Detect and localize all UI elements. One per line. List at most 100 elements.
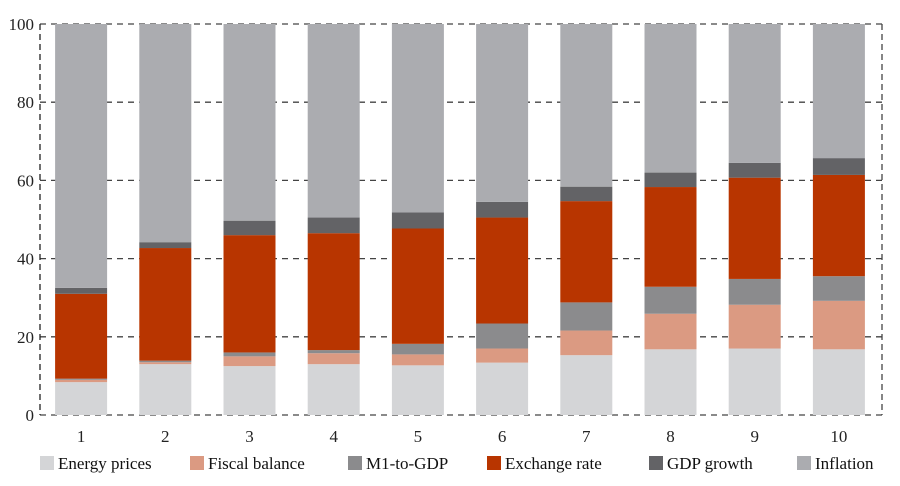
bar-9-energy-prices xyxy=(728,348,781,415)
bar-3-gdp-growth xyxy=(223,220,276,236)
bar-7-energy-prices xyxy=(560,355,613,415)
bar-5-exchange-rate xyxy=(391,228,444,344)
bar-10-exchange-rate xyxy=(812,174,865,277)
bars xyxy=(55,24,865,415)
legend-swatch xyxy=(487,456,501,470)
x-tick-label: 6 xyxy=(498,427,507,446)
x-tick-label: 4 xyxy=(329,427,338,446)
bar-2-gdp-growth xyxy=(139,242,192,249)
legend-swatch xyxy=(40,456,54,470)
bar-2-fiscal-balance xyxy=(139,362,192,365)
bar-6-gdp-growth xyxy=(476,201,529,218)
bar-6-inflation xyxy=(476,24,529,202)
bar-1-inflation xyxy=(55,24,108,288)
x-tick-label: 7 xyxy=(582,427,591,446)
x-tick-label: 3 xyxy=(245,427,254,446)
bar-3-fiscal-balance xyxy=(223,356,276,367)
y-tick-label: 80 xyxy=(17,93,34,112)
bar-4-gdp-growth xyxy=(307,217,360,234)
bar-6-energy-prices xyxy=(476,362,529,415)
bar-1-energy-prices xyxy=(55,382,108,415)
x-tick-label: 1 xyxy=(77,427,86,446)
bar-8-inflation xyxy=(644,24,697,173)
grid-lines xyxy=(40,23,882,416)
legend: Energy prices Fiscal balance M1-to-GDP Exch… xyxy=(40,454,874,473)
bar-8-exchange-rate xyxy=(644,187,697,287)
legend-item: Energy prices xyxy=(40,454,152,473)
bar-1-exchange-rate xyxy=(55,293,108,379)
bar-10-inflation xyxy=(812,24,865,159)
y-tick-label: 60 xyxy=(17,171,34,190)
bar-10-fiscal-balance xyxy=(812,300,865,350)
bar-4-m1-to-gdp xyxy=(307,350,360,354)
bar-2-inflation xyxy=(139,24,192,243)
x-tick-label: 9 xyxy=(750,427,759,446)
bar-9-gdp-growth xyxy=(728,162,781,178)
y-tick-label: 0 xyxy=(26,406,35,425)
bar-3-inflation xyxy=(223,24,276,221)
bar-8-gdp-growth xyxy=(644,172,697,188)
bar-1-fiscal-balance xyxy=(55,379,108,383)
legend-label: Fiscal balance xyxy=(208,454,305,473)
bar-9-m1-to-gdp xyxy=(728,278,781,305)
bar-5-gdp-growth xyxy=(391,212,444,229)
x-axis-ticks: 1 2 3 4 5 6 7 8 9 10 xyxy=(77,427,848,446)
bar-7-exchange-rate xyxy=(560,201,613,303)
y-tick-label: 100 xyxy=(9,15,35,34)
bar-1-m1-to-gdp xyxy=(55,378,108,380)
y-tick-label: 20 xyxy=(17,328,34,347)
bar-5-energy-prices xyxy=(391,365,444,415)
legend-item: M1-to-GDP xyxy=(348,454,448,473)
legend-label: Exchange rate xyxy=(505,454,602,473)
bar-7-m1-to-gdp xyxy=(560,302,613,331)
bar-3-exchange-rate xyxy=(223,235,276,353)
legend-item: Fiscal balance xyxy=(190,454,305,473)
bar-7-inflation xyxy=(560,24,613,187)
bar-2-exchange-rate xyxy=(139,248,192,361)
x-tick-label: 5 xyxy=(414,427,423,446)
bar-10-m1-to-gdp xyxy=(812,276,865,301)
legend-label: GDP growth xyxy=(667,454,753,473)
bar-3-energy-prices xyxy=(223,366,276,415)
bar-7-gdp-growth xyxy=(560,186,613,202)
bar-1-gdp-growth xyxy=(55,287,108,294)
x-tick-label: 2 xyxy=(161,427,170,446)
bar-8-m1-to-gdp xyxy=(644,286,697,314)
bar-6-exchange-rate xyxy=(476,217,529,324)
bar-5-fiscal-balance xyxy=(391,354,444,366)
bar-4-energy-prices xyxy=(307,364,360,415)
bar-6-m1-to-gdp xyxy=(476,323,529,349)
bar-7-fiscal-balance xyxy=(560,330,613,356)
x-tick-label: 10 xyxy=(830,427,847,446)
bar-3-m1-to-gdp xyxy=(223,352,276,357)
bar-2-m1-to-gdp xyxy=(139,360,192,363)
legend-swatch xyxy=(649,456,663,470)
legend-swatch xyxy=(797,456,811,470)
bar-9-exchange-rate xyxy=(728,177,781,279)
legend-swatch xyxy=(348,456,362,470)
bar-9-fiscal-balance xyxy=(728,304,781,349)
legend-item: GDP growth xyxy=(649,454,753,473)
bar-6-fiscal-balance xyxy=(476,348,529,363)
plot-frame xyxy=(39,24,883,415)
legend-item: Inflation xyxy=(797,454,874,473)
legend-item: Exchange rate xyxy=(487,454,602,473)
legend-swatch xyxy=(190,456,204,470)
y-tick-label: 40 xyxy=(17,250,34,269)
bar-4-fiscal-balance xyxy=(307,353,360,365)
legend-label: Inflation xyxy=(815,454,874,473)
bar-8-fiscal-balance xyxy=(644,313,697,350)
bar-8-energy-prices xyxy=(644,349,697,415)
bar-2-energy-prices xyxy=(139,364,192,415)
bar-4-inflation xyxy=(307,24,360,218)
legend-label: M1-to-GDP xyxy=(366,454,448,473)
bar-4-exchange-rate xyxy=(307,233,360,351)
y-axis-ticks: 0 20 40 60 80 100 xyxy=(9,15,35,425)
bar-5-inflation xyxy=(391,24,444,213)
bar-10-energy-prices xyxy=(812,349,865,415)
legend-label: Energy prices xyxy=(58,454,152,473)
bar-10-gdp-growth xyxy=(812,158,865,175)
bar-9-inflation xyxy=(728,24,781,163)
x-tick-label: 8 xyxy=(666,427,675,446)
